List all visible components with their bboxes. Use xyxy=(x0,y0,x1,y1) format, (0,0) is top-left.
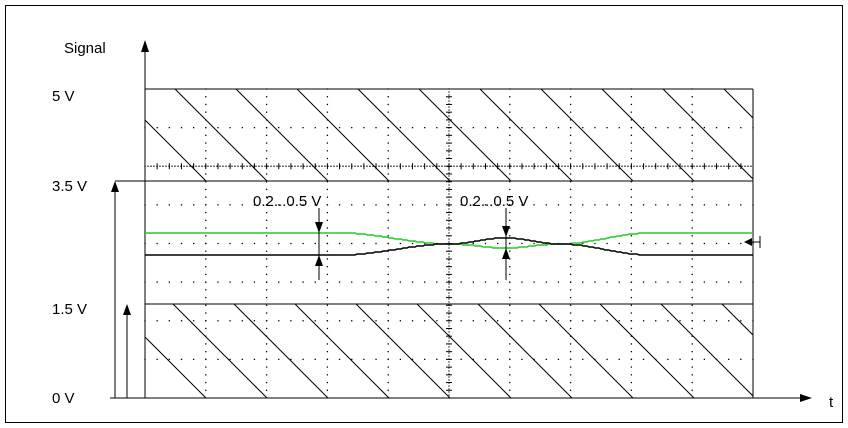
arrow-1-5v-head xyxy=(123,304,131,315)
arrow-3-5v-head xyxy=(111,181,119,192)
level-label-1-5v: 1.5 V xyxy=(52,301,87,318)
x-axis-arrowhead xyxy=(800,394,812,402)
trigger-marker-head xyxy=(744,238,752,246)
level-label-5v: 5 V xyxy=(52,88,75,105)
level-label-0v: 0 V xyxy=(52,390,75,407)
annotation-2: 0.2...0.5 V xyxy=(460,193,528,210)
diagram-frame xyxy=(5,5,843,423)
x-axis-label: t xyxy=(829,394,834,411)
signal-high-trace xyxy=(145,232,753,249)
forbidden-zone-lower xyxy=(145,304,753,398)
forbidden-zone-upper xyxy=(145,89,753,181)
diff-marker-1 xyxy=(315,208,323,280)
signal-low-trace xyxy=(145,237,753,256)
y-axis-label: Signal xyxy=(64,40,106,57)
y-axis-arrowhead xyxy=(141,40,149,52)
level-label-3-5v: 3.5 V xyxy=(52,178,87,195)
diff-marker-2 xyxy=(502,208,510,280)
oscilloscope-grid xyxy=(144,88,754,399)
annotation-1: 0.2...0.5 V xyxy=(253,193,321,210)
